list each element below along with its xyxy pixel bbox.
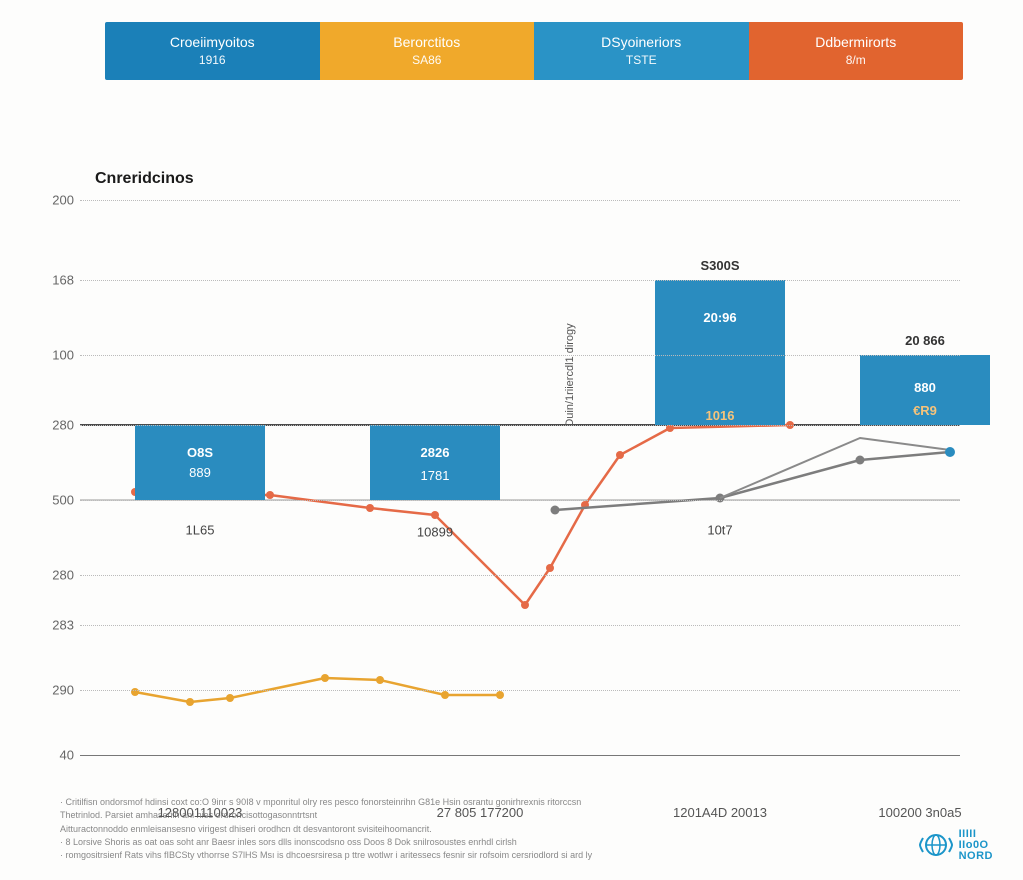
x-axis: [80, 755, 960, 756]
marker-orange-red: [616, 451, 624, 459]
marker-yellow: [441, 691, 449, 699]
bar-label-inside: 1016: [655, 408, 785, 423]
tab-1[interactable]: Berorctitos SA86: [320, 22, 535, 80]
x-tick-label: 100200 3n0a5: [878, 805, 961, 820]
marker-orange-red: [431, 511, 439, 519]
gridline: [80, 500, 960, 501]
tab-0[interactable]: Croeiimyoitos 1916: [105, 22, 320, 80]
bar: O8S889: [135, 425, 265, 500]
bar: 2826 1781: [370, 425, 500, 500]
bar-label-inside: 20:96: [655, 310, 785, 325]
marker-grey: [856, 456, 865, 465]
annotation: 10t7: [707, 523, 732, 538]
logo-text: IIIII IIo0O NORD: [959, 829, 993, 862]
marker-yellow: [226, 694, 234, 702]
tab-label: DSyoineriors: [601, 34, 681, 52]
tab-sub: TSTE: [626, 53, 657, 68]
marker-orange-red: [366, 504, 374, 512]
bar-label-inside: €R9: [860, 403, 990, 418]
marker-orange-red: [581, 501, 589, 509]
bar-label-inside: O8S: [135, 445, 265, 460]
gridline: [80, 425, 960, 426]
bar: 20 866880€R9: [860, 355, 990, 425]
bar-label-inside: 880: [860, 380, 990, 395]
gridline: [80, 690, 960, 691]
y-tick-label: 40: [40, 748, 74, 763]
vertical-axis-label: Duin/1riiercdl1 dirogy: [564, 323, 576, 426]
chart-title: Cnreridcinos: [95, 170, 194, 188]
line-grey: [555, 452, 950, 510]
category-tabs: Croeiimyoitos 1916 Berorctitos SA86 DSyo…: [105, 22, 963, 80]
marker-grey: [716, 494, 725, 503]
gridline: [80, 355, 960, 356]
gridline: [80, 200, 960, 201]
marker-grey: [551, 506, 560, 515]
tab-label: Ddbermirorts: [815, 34, 896, 52]
gridline: [80, 625, 960, 626]
gridline: [80, 575, 960, 576]
bar-label-inside: 1781: [370, 468, 500, 483]
tab-2[interactable]: DSyoineriors TSTE: [534, 22, 749, 80]
bar-label-above: S300S: [655, 258, 785, 273]
tab-sub: SA86: [412, 53, 441, 68]
line-grey-upper: [720, 438, 950, 498]
source-logo: IIIII IIo0O NORD: [919, 828, 993, 862]
footnote-line: · 8 Lorsive Shoris as oat oas soht anr B…: [60, 836, 863, 848]
y-tick-label: 280: [40, 568, 74, 583]
marker-yellow: [186, 698, 194, 706]
y-tick-label: 168: [40, 273, 74, 288]
marker-yellow: [496, 691, 504, 699]
gridline: [80, 280, 960, 281]
x-tick-label: 128001110023: [158, 805, 243, 820]
marker-orange-red: [546, 564, 554, 572]
bar: S300S20:961016: [655, 280, 785, 425]
y-tick-label: 283: [40, 618, 74, 633]
y-tick-label: 280: [40, 418, 74, 433]
bar-label-inside: 889: [135, 465, 265, 480]
marker-yellow: [376, 676, 384, 684]
bar-label-above: 20 866: [860, 333, 990, 348]
marker-orange-red: [266, 491, 274, 499]
marker-grey: [946, 448, 955, 457]
y-tick-label: 200: [40, 193, 74, 208]
globe-icon: [919, 828, 953, 862]
bar-label-inside: 2826: [370, 445, 500, 460]
y-tick-label: 500: [40, 493, 74, 508]
marker-yellow: [321, 674, 329, 682]
tab-label: Croeiimyoitos: [170, 34, 255, 52]
x-tick-label: 1201A4D 20013: [673, 805, 767, 820]
tab-sub: 1916: [199, 53, 226, 68]
marker-blue-point: [945, 447, 955, 457]
tab-sub: 8/m: [846, 53, 866, 68]
y-tick-label: 290: [40, 683, 74, 698]
tab-label: Berorctitos: [393, 34, 460, 52]
footnote-line: Aitturactonnoddo enmleisansesno virigest…: [60, 823, 863, 835]
tab-3[interactable]: Ddbermirorts 8/m: [749, 22, 964, 80]
x-tick-label: 27 805 177200: [437, 805, 524, 820]
footnote-line: · romgositrsienf Rats vihs fIBCSty vthor…: [60, 849, 863, 861]
marker-orange-red: [521, 601, 529, 609]
chart-plot: O8S88928261781S300S20:96101620 866880€R9…: [80, 200, 960, 760]
y-tick-label: 100: [40, 348, 74, 363]
annotation: 1L65: [186, 523, 215, 538]
annotation: 10899: [417, 525, 453, 540]
